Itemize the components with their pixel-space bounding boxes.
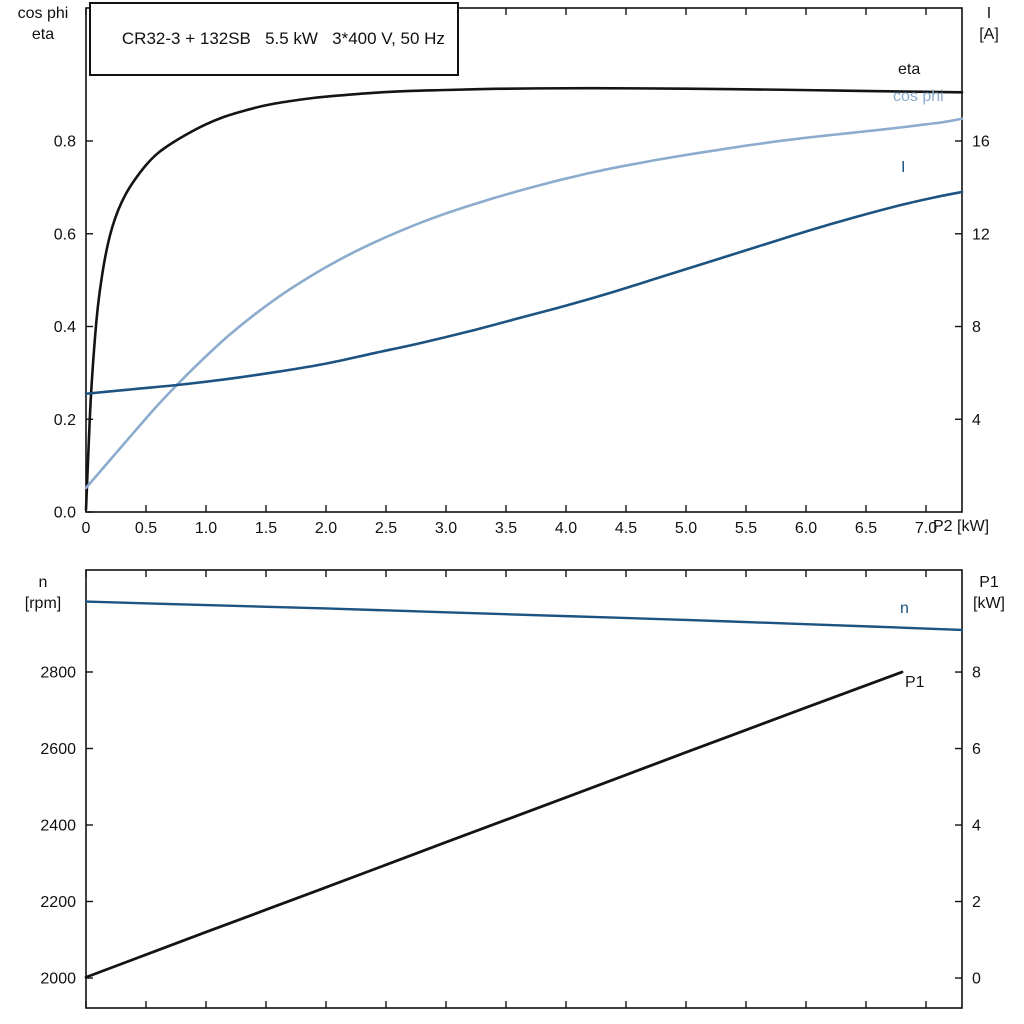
p1-curve-label: P1 [905, 674, 925, 691]
svg-text:1.5: 1.5 [255, 520, 277, 537]
svg-text:0.0: 0.0 [54, 505, 76, 522]
cos-phi-axis-label: cos phi [17, 5, 69, 22]
svg-text:16: 16 [972, 134, 990, 151]
svg-text:4.0: 4.0 [555, 520, 577, 537]
svg-text:5.0: 5.0 [675, 520, 697, 537]
svg-text:4.5: 4.5 [615, 520, 637, 537]
p1-axis-unit: [kW] [973, 595, 1005, 612]
svg-text:0: 0 [82, 520, 91, 537]
cos-phi-curve-label: cos phi [893, 88, 944, 105]
speed-axis-unit: [rpm] [24, 595, 62, 612]
svg-text:5.5: 5.5 [735, 520, 757, 537]
speed-axis-label: n [38, 574, 48, 591]
svg-text:12: 12 [972, 226, 990, 243]
svg-text:8: 8 [972, 319, 981, 336]
svg-text:6: 6 [972, 741, 981, 758]
svg-text:2600: 2600 [40, 741, 76, 758]
eta-axis-label: eta [31, 26, 55, 43]
svg-text:3.0: 3.0 [435, 520, 457, 537]
svg-text:0.4: 0.4 [54, 319, 76, 336]
current-curve-label: I [901, 159, 906, 176]
svg-text:2.5: 2.5 [375, 520, 397, 537]
eta-curve-label: eta [898, 61, 921, 78]
svg-text:6.5: 6.5 [855, 520, 877, 537]
x-axis-unit-label: P2 [kW] [933, 518, 990, 535]
svg-text:0.2: 0.2 [54, 412, 76, 429]
speed-curve-label: n [900, 600, 909, 617]
svg-text:0.8: 0.8 [54, 134, 76, 151]
svg-text:0.5: 0.5 [135, 520, 157, 537]
current-axis-unit: [A] [979, 26, 999, 43]
svg-text:0.6: 0.6 [54, 226, 76, 243]
bottom-left-axis-label: n [rpm] [8, 572, 78, 614]
current-axis-label: I [986, 5, 992, 22]
svg-text:0: 0 [972, 971, 981, 988]
svg-text:2800: 2800 [40, 664, 76, 681]
svg-text:2400: 2400 [40, 817, 76, 834]
svg-text:1.0: 1.0 [195, 520, 217, 537]
top-left-axis-label: cos phi eta [8, 3, 78, 45]
svg-text:7.0: 7.0 [915, 520, 937, 537]
svg-text:2000: 2000 [40, 971, 76, 988]
svg-text:4: 4 [972, 412, 981, 429]
top-right-axis-label: I [A] [964, 3, 1014, 45]
svg-text:2.0: 2.0 [315, 520, 337, 537]
chart-title: CR32-3 + 132SB 5.5 kW 3*400 V, 50 Hz [121, 29, 445, 48]
svg-text:8: 8 [972, 665, 981, 682]
svg-text:3.5: 3.5 [495, 520, 517, 537]
svg-text:6.0: 6.0 [795, 520, 817, 537]
p1-axis-label: P1 [979, 574, 999, 591]
svg-text:4: 4 [972, 818, 981, 835]
svg-text:2: 2 [972, 894, 981, 911]
svg-text:2200: 2200 [40, 894, 76, 911]
chart-title-box: CR32-3 + 132SB 5.5 kW 3*400 V, 50 Hz [89, 2, 459, 76]
bottom-right-axis-label: P1 [kW] [962, 572, 1016, 614]
